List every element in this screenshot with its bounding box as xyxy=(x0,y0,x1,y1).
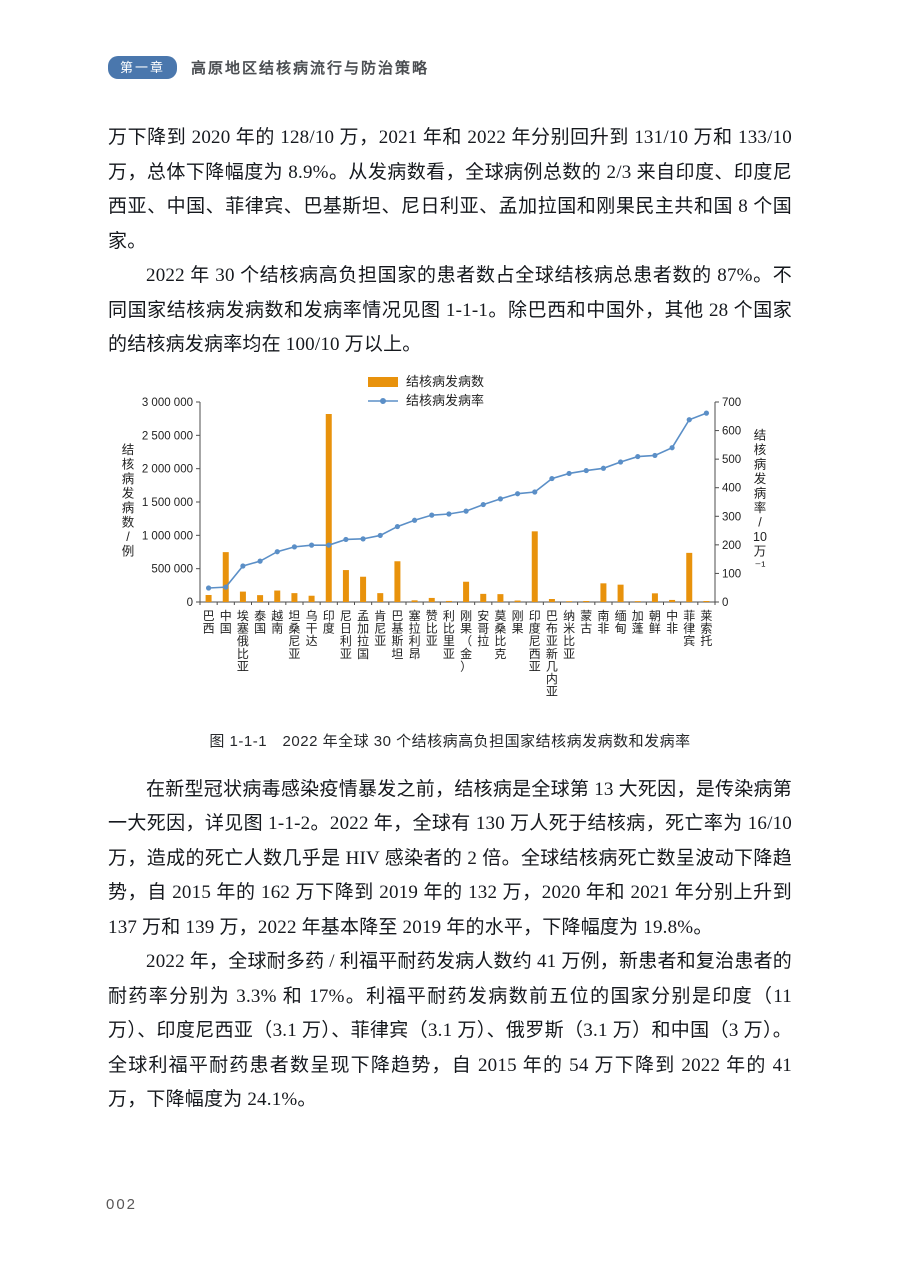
svg-text:3 000 000: 3 000 000 xyxy=(142,397,193,409)
svg-text:巴西: 巴西 xyxy=(203,609,215,636)
chapter-badge: 第一章 xyxy=(108,56,178,79)
body-paragraph-2: 2022 年 30 个结核病高负担国家的患者数占全球结核病总患者数的 87%。不… xyxy=(108,265,792,355)
svg-text:2 500 000: 2 500 000 xyxy=(142,430,193,442)
svg-text:600: 600 xyxy=(722,425,741,437)
svg-text:1 500 000: 1 500 000 xyxy=(142,497,193,509)
svg-text:刚果（金）: 刚果（金） xyxy=(460,609,472,673)
svg-text:结核病发病率/10万⁻¹: 结核病发病率/10 万⁻¹ xyxy=(753,428,767,573)
page-number: 002 xyxy=(106,1196,138,1213)
svg-text:乌干达: 乌干达 xyxy=(306,608,318,648)
svg-text:中非: 中非 xyxy=(666,608,678,636)
tb-burden-chart: 0 500 000 1 000 000 1 500 000 2 000 000 2 500… xyxy=(108,372,792,722)
svg-text:莱索托: 莱索托 xyxy=(700,609,712,648)
svg-text:赞比亚: 赞比亚 xyxy=(426,609,438,648)
svg-text:孟加拉国: 孟加拉国 xyxy=(357,609,369,661)
svg-text:500: 500 xyxy=(722,454,741,466)
body-paragraph-1: 万下降到 2020 年的 128/10 万，2021 年和 2022 年分别回升… xyxy=(108,127,792,252)
svg-text:缅甸: 缅甸 xyxy=(615,609,627,636)
svg-text:尼日利亚: 尼日利亚 xyxy=(340,609,352,661)
svg-text:700: 700 xyxy=(722,397,741,409)
svg-text:泰国: 泰国 xyxy=(254,609,266,636)
page-content: 万下降到 2020 年的 128/10 万，2021 年和 2022 年分别回升… xyxy=(108,121,792,1118)
svg-text:0: 0 xyxy=(722,597,728,609)
svg-text:印度: 印度 xyxy=(323,609,335,636)
body-paragraph-4: 2022 年，全球耐多药 / 利福平耐药发病人数约 41 万例，新患者和复治患者… xyxy=(108,951,792,1110)
svg-text:加蓬: 加蓬 xyxy=(632,609,644,636)
figure-1-1-1: 0 500 000 1 000 000 1 500 000 2 000 000 2 500… xyxy=(108,372,792,751)
svg-text:南非: 南非 xyxy=(597,608,609,636)
svg-text:肯尼亚: 肯尼亚 xyxy=(374,609,386,648)
svg-text:菲律宾: 菲律宾 xyxy=(683,609,695,648)
svg-text:400: 400 xyxy=(722,482,741,494)
svg-text:中国: 中国 xyxy=(220,608,232,636)
svg-text:结核病发病率: 结核病发病率 xyxy=(406,393,484,408)
svg-text:2 000 000: 2 000 000 xyxy=(142,463,193,475)
chart-svg: 0 500 000 1 000 000 1 500 000 2 000 000 2 500… xyxy=(122,374,767,699)
svg-text:结核病发病数/例: 结核病发病数/例 xyxy=(122,443,135,559)
svg-text:安哥拉: 安哥拉 xyxy=(477,608,489,648)
svg-text:结核病发病数: 结核病发病数 xyxy=(406,374,484,389)
svg-text:200: 200 xyxy=(722,539,741,551)
svg-text:巴布亚新几内亚: 巴布亚新几内亚 xyxy=(546,609,558,699)
svg-text:坦桑尼亚: 坦桑尼亚 xyxy=(288,609,300,661)
svg-text:0: 0 xyxy=(187,597,193,609)
figure-caption: 图 1-1-1 2022 年全球 30 个结核病高负担国家结核病发病数和发病率 xyxy=(209,732,691,750)
chapter-header: 第一章 高原地区结核病流行与防治策略 xyxy=(108,56,429,79)
svg-text:纳米比亚: 纳米比亚 xyxy=(563,609,575,661)
svg-text:蒙古: 蒙古 xyxy=(580,609,592,636)
svg-text:莫桑比克: 莫桑比克 xyxy=(494,609,506,661)
svg-text:朝鲜: 朝鲜 xyxy=(649,609,661,636)
svg-text:印度尼西亚: 印度尼西亚 xyxy=(529,609,541,673)
svg-text:越南: 越南 xyxy=(271,609,283,636)
body-paragraph-3: 在新型冠状病毒感染疫情暴发之前，结核病是全球第 13 大死因，是传染病第一大死因… xyxy=(108,778,792,938)
svg-text:埃塞俄比亚: 埃塞俄比亚 xyxy=(237,609,249,673)
chapter-title: 高原地区结核病流行与防治策略 xyxy=(191,60,430,77)
svg-text:利比里亚: 利比里亚 xyxy=(443,609,455,661)
svg-text:100: 100 xyxy=(722,568,741,580)
svg-text:300: 300 xyxy=(722,511,741,523)
svg-text:1 000 000: 1 000 000 xyxy=(142,530,193,542)
svg-text:刚果: 刚果 xyxy=(512,609,524,636)
svg-text:塞拉利昂: 塞拉利昂 xyxy=(409,608,421,661)
svg-text:500 000: 500 000 xyxy=(151,563,193,575)
svg-text:巴基斯坦: 巴基斯坦 xyxy=(391,609,403,661)
